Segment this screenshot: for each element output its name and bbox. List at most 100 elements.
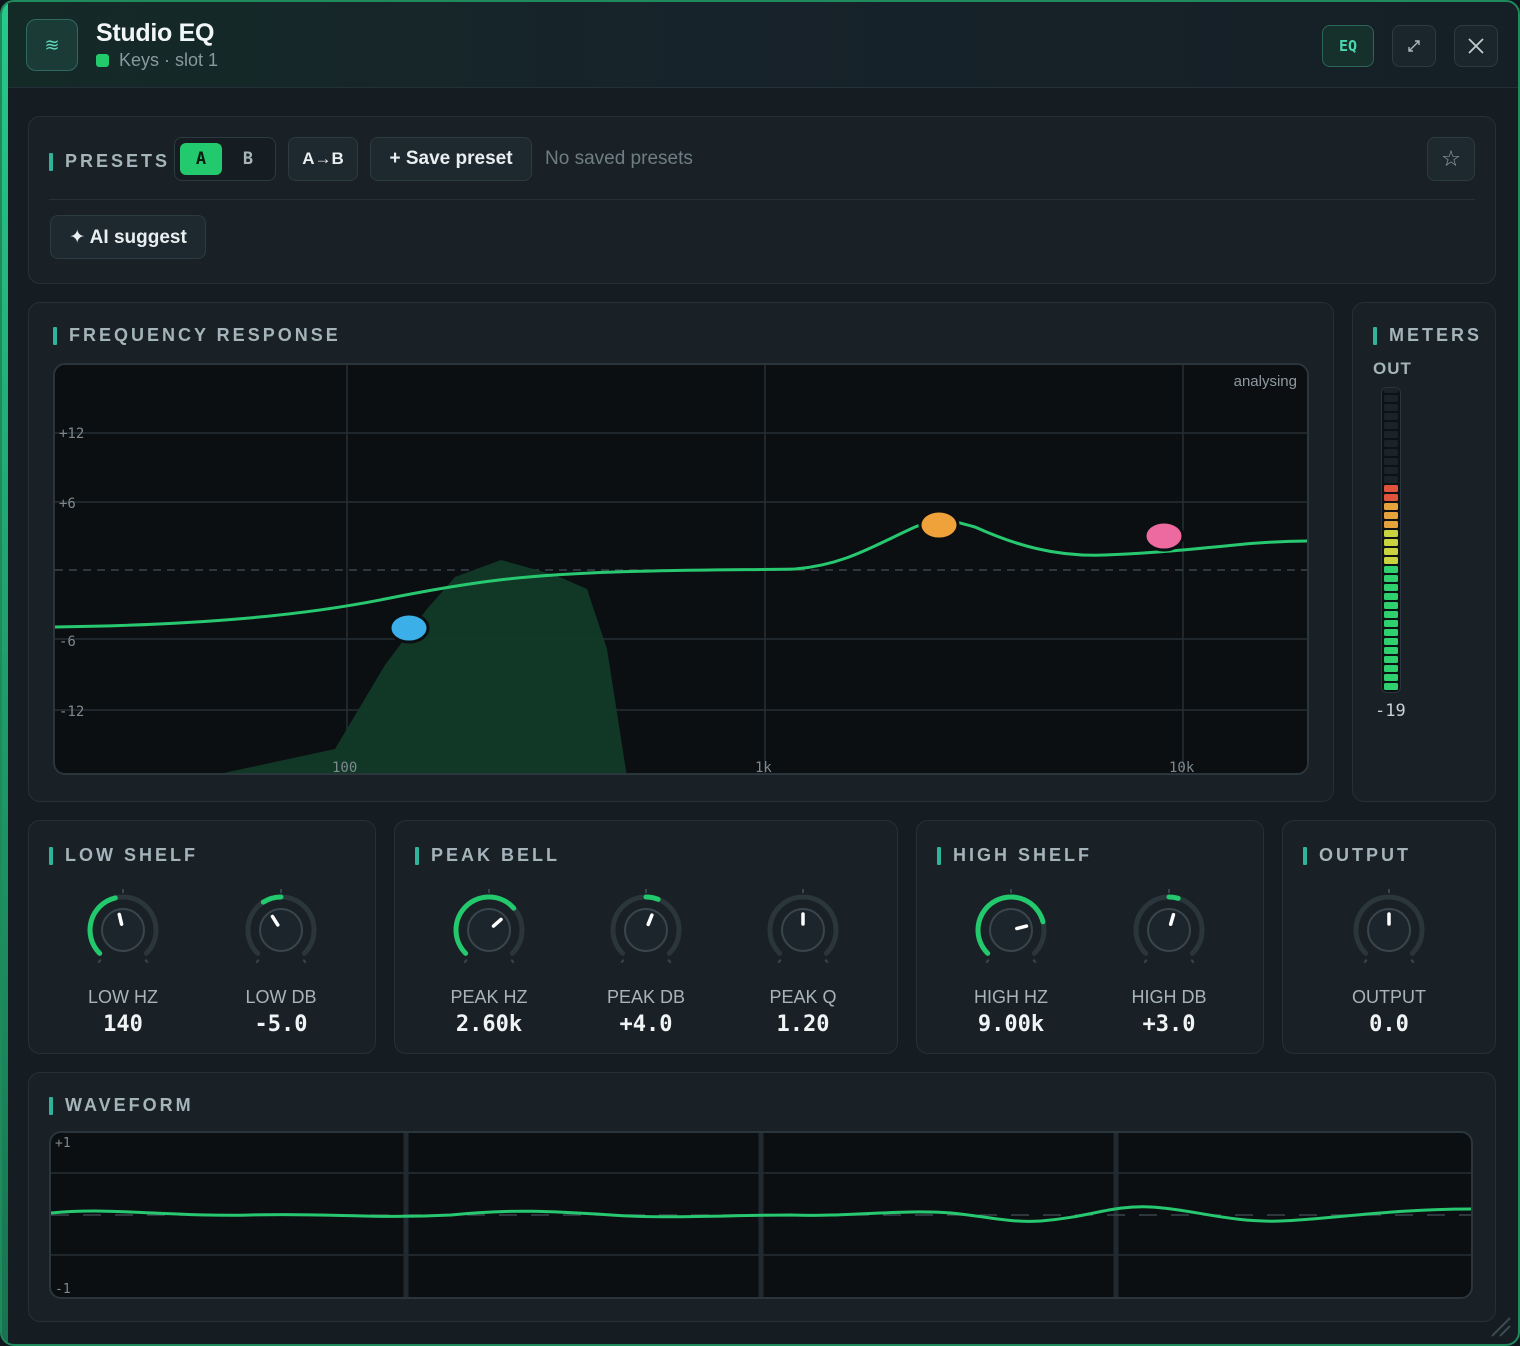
knob-pointer	[646, 913, 654, 927]
eq-mode-button[interactable]: EQ	[1322, 25, 1374, 67]
ai-suggest-button[interactable]: ✦ AI suggest	[50, 215, 206, 259]
knob-tick	[985, 958, 990, 964]
high-hz-label: HIGH HZ	[974, 987, 1048, 1007]
peak-db-knob[interactable]	[601, 885, 691, 975]
high-db-label: HIGH DB	[1131, 987, 1207, 1007]
meter-segment	[1384, 602, 1398, 609]
x-tick-10k: 10k	[1169, 760, 1195, 775]
meter-segment	[1384, 548, 1398, 555]
eq-curve-graph: +12 +6 -6 -12 100 1k 10k	[55, 365, 1307, 775]
slot-b-button[interactable]: B	[242, 149, 254, 169]
knob-tick	[1363, 958, 1368, 964]
presets-panel: PRESETS A B A→B + Save preset No saved p…	[28, 116, 1496, 284]
frequency-plot[interactable]: +12 +6 -6 -12 100 1k 10k analysing	[53, 363, 1309, 775]
meter-segment	[1384, 575, 1398, 582]
output-value: 0.0	[1369, 1012, 1409, 1037]
meter-segment	[1384, 656, 1398, 663]
peak-hz-knob[interactable]	[444, 885, 534, 975]
meter-segment	[1384, 593, 1398, 600]
analyser-status: analysing	[1233, 373, 1297, 390]
meter-segment	[1384, 431, 1398, 438]
knob-tick	[1410, 958, 1415, 964]
waveform-heading: WAVEFORM	[49, 1095, 194, 1116]
peak-hz-knob-group: PEAK HZ 2.60k	[439, 885, 539, 1037]
knob-body	[989, 908, 1033, 952]
knob-pointer	[117, 912, 124, 926]
eq-waves-icon: ≋	[26, 19, 78, 71]
knob-tick	[463, 958, 468, 964]
low-hz-value: 140	[103, 1012, 143, 1037]
x-tick-1k: 1k	[755, 760, 772, 775]
knob-pointer	[491, 917, 503, 928]
knob-value-arc	[975, 894, 1046, 956]
ab-slot-group: A B	[174, 137, 276, 181]
peak-q-knob[interactable]	[758, 885, 848, 975]
meter-segment	[1384, 683, 1398, 690]
low-shelf-node[interactable]	[388, 612, 430, 644]
peak-bell-node[interactable]	[918, 509, 960, 541]
low-shelf-panel: LOW SHELF LOW HZ 140 LOW DB -5.0	[28, 820, 376, 1054]
meter-segment	[1384, 413, 1398, 420]
frequency-heading: FREQUENCY RESPONSE	[53, 325, 341, 346]
plugin-title: Studio EQ	[96, 19, 215, 47]
knob-body	[1147, 908, 1191, 952]
peak-hz-value: 2.60k	[455, 1012, 523, 1037]
low-db-knob[interactable]	[236, 885, 326, 975]
peak-q-label: PEAK Q	[769, 987, 837, 1007]
save-preset-button[interactable]: + Save preset	[370, 137, 532, 181]
waveform-y-bottom: -1	[55, 1282, 71, 1297]
meter-segment	[1384, 440, 1398, 447]
high-db-value: +3.0	[1142, 1012, 1196, 1037]
knob-tick	[777, 958, 782, 964]
knob-body	[781, 908, 825, 952]
peak-bell-panel: PEAK BELL PEAK HZ 2.60k PEAK DB +4.0 PEA…	[394, 820, 898, 1054]
x-tick-100: 100	[332, 760, 357, 775]
high-shelf-heading: HIGH SHELF	[937, 845, 1092, 866]
high-hz-knob-group: HIGH HZ 9.00k	[961, 885, 1061, 1037]
knob-body	[467, 908, 511, 952]
meters-panel: METERS OUT -19	[1352, 302, 1496, 802]
meter-segment	[1384, 476, 1398, 483]
resize-grip-icon[interactable]	[1486, 1312, 1512, 1338]
output-knob-group: OUTPUT 0.0	[1339, 885, 1439, 1037]
meter-segment	[1384, 395, 1398, 402]
peak-q-knob-group: PEAK Q 1.20	[753, 885, 853, 1037]
low-db-knob-group: LOW DB -5.0	[231, 885, 331, 1037]
meter-segment	[1384, 557, 1398, 564]
output-level-meter	[1381, 387, 1401, 693]
low-hz-knob[interactable]	[78, 885, 168, 975]
meter-segment	[1384, 674, 1398, 681]
knob-value-arc	[87, 895, 118, 956]
knob-body	[624, 908, 668, 952]
high-hz-knob[interactable]	[966, 885, 1056, 975]
output-panel: OUTPUT OUTPUT 0.0	[1282, 820, 1496, 1054]
favorite-button[interactable]: ☆	[1427, 137, 1475, 181]
waveform-panel: WAVEFORM +1 -1	[28, 1072, 1496, 1322]
slot-a-button[interactable]: A	[180, 143, 222, 175]
knob-tick	[97, 958, 102, 964]
knob-value-arc	[260, 894, 284, 905]
plugin-subtitle: Keys · slot 1	[96, 50, 218, 71]
knob-pointer	[270, 914, 280, 927]
expand-button[interactable]	[1392, 25, 1436, 67]
low-db-value: -5.0	[254, 1012, 308, 1037]
close-button[interactable]	[1454, 25, 1498, 67]
output-gain-knob[interactable]	[1344, 885, 1434, 975]
no-presets-text: No saved presets	[545, 148, 693, 169]
low-shelf-heading: LOW SHELF	[49, 845, 198, 866]
knob-tick	[824, 958, 829, 964]
y-tick-minus12: -12	[59, 704, 84, 720]
peak-bell-heading: PEAK BELL	[415, 845, 560, 866]
meter-segment	[1384, 503, 1398, 510]
high-shelf-node[interactable]	[1143, 520, 1185, 552]
low-db-label: LOW DB	[245, 987, 317, 1007]
track-slot-label: Keys · slot 1	[119, 50, 219, 70]
high-db-knob[interactable]	[1124, 885, 1214, 975]
meter-segments	[1384, 388, 1398, 690]
copy-a-to-b-button[interactable]: A→B	[288, 137, 358, 181]
knob-pointer	[1015, 924, 1029, 931]
spectrum-analyzer-fill	[223, 560, 627, 773]
eq-response-curve	[55, 519, 1307, 629]
knob-value-arc	[453, 894, 517, 956]
